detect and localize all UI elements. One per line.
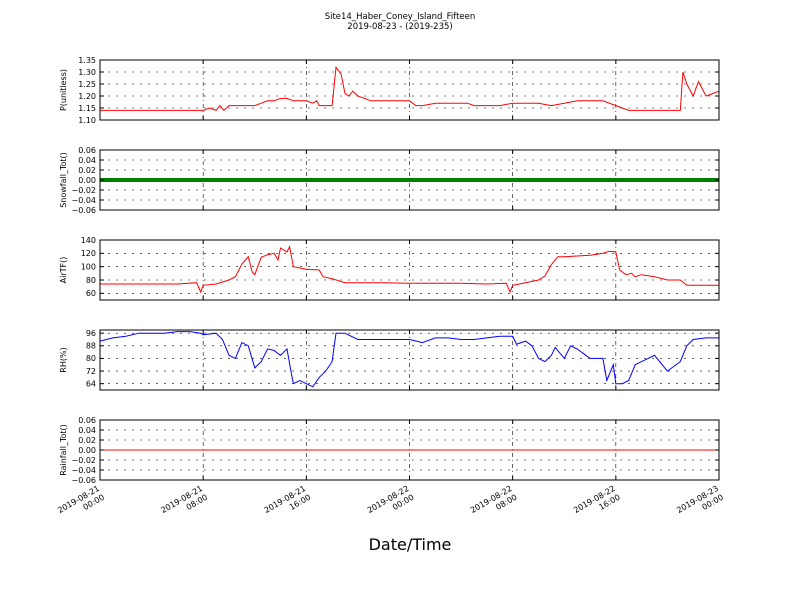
y-axis-label: P(unitless)	[59, 69, 68, 111]
panel-4: 64 72 80 88 96 RH(%)	[59, 329, 720, 391]
y-tick-label: −0.06	[71, 476, 96, 485]
y-tick-label: 0.02	[78, 436, 96, 445]
series-line	[100, 65, 720, 112]
y-tick-label: 1.30	[78, 68, 96, 77]
y-tick-label: 80	[86, 354, 96, 363]
y-tick-label: −0.04	[71, 466, 96, 475]
y-tick-label: 60	[86, 289, 96, 298]
y-tick-label: 100	[81, 262, 96, 271]
y-axis-label: RH(%)	[59, 347, 68, 372]
series-line	[100, 245, 719, 294]
y-tick-label: 64	[86, 379, 96, 388]
y-tick-label: −0.04	[71, 196, 96, 205]
y-tick-label: −0.06	[71, 206, 96, 215]
y-tick-label: 120	[81, 249, 96, 258]
y-tick-label: 96	[86, 329, 96, 338]
series-line	[99, 331, 719, 388]
panel-3: 60 80 100 120 140 AirTF()	[59, 236, 720, 301]
y-tick-label: 0.04	[78, 426, 96, 435]
y-tick-label: 80	[86, 276, 96, 285]
y-tick-label: 1.10	[78, 116, 96, 125]
y-tick-label: −0.02	[71, 186, 96, 195]
y-tick-label: 0.06	[78, 146, 96, 155]
y-tick-label: 1.15	[78, 104, 96, 113]
y-tick-label: 1.25	[78, 80, 96, 89]
y-tick-label: 1.20	[78, 92, 96, 101]
y-tick-label: 0.06	[78, 416, 96, 425]
y-tick-label: 140	[81, 236, 96, 245]
panel-5: −0.06−0.04−0.020.000.020.040.06 Rainfall_…	[59, 416, 720, 485]
y-axis-label: Rainfall_Tot()	[59, 424, 68, 476]
y-tick-label: 0.04	[78, 156, 96, 165]
panel-1: 1.10 1.15 1.20 1.25 1.30 1.35 P(unitless)	[59, 56, 720, 125]
panels-group: 1.10 1.15 1.20 1.25 1.30 1.35 P(unitless) −0.06…	[59, 56, 720, 485]
y-axis-label: AirTF()	[59, 257, 68, 284]
panel-2: −0.06−0.04−0.020.000.020.040.06 Snowfall_…	[59, 146, 720, 215]
y-tick-label: 0.00	[78, 176, 96, 185]
figure-title-line1: Site14_Haber_Coney_Island_Fifteen	[325, 12, 476, 22]
y-tick-label: 72	[86, 367, 96, 376]
x-axis-label: Date/Time	[369, 535, 452, 554]
y-axis-label: Snowfall_Tot()	[59, 152, 68, 208]
y-tick-label: 88	[86, 342, 96, 351]
y-tick-label: 0.02	[78, 166, 96, 175]
figure-title-line2: 2019-08-23 - (2019-235)	[347, 22, 452, 32]
y-tick-label: −0.02	[71, 456, 96, 465]
y-tick-label: 0.00	[78, 446, 96, 455]
y-tick-label: 1.35	[78, 56, 96, 65]
